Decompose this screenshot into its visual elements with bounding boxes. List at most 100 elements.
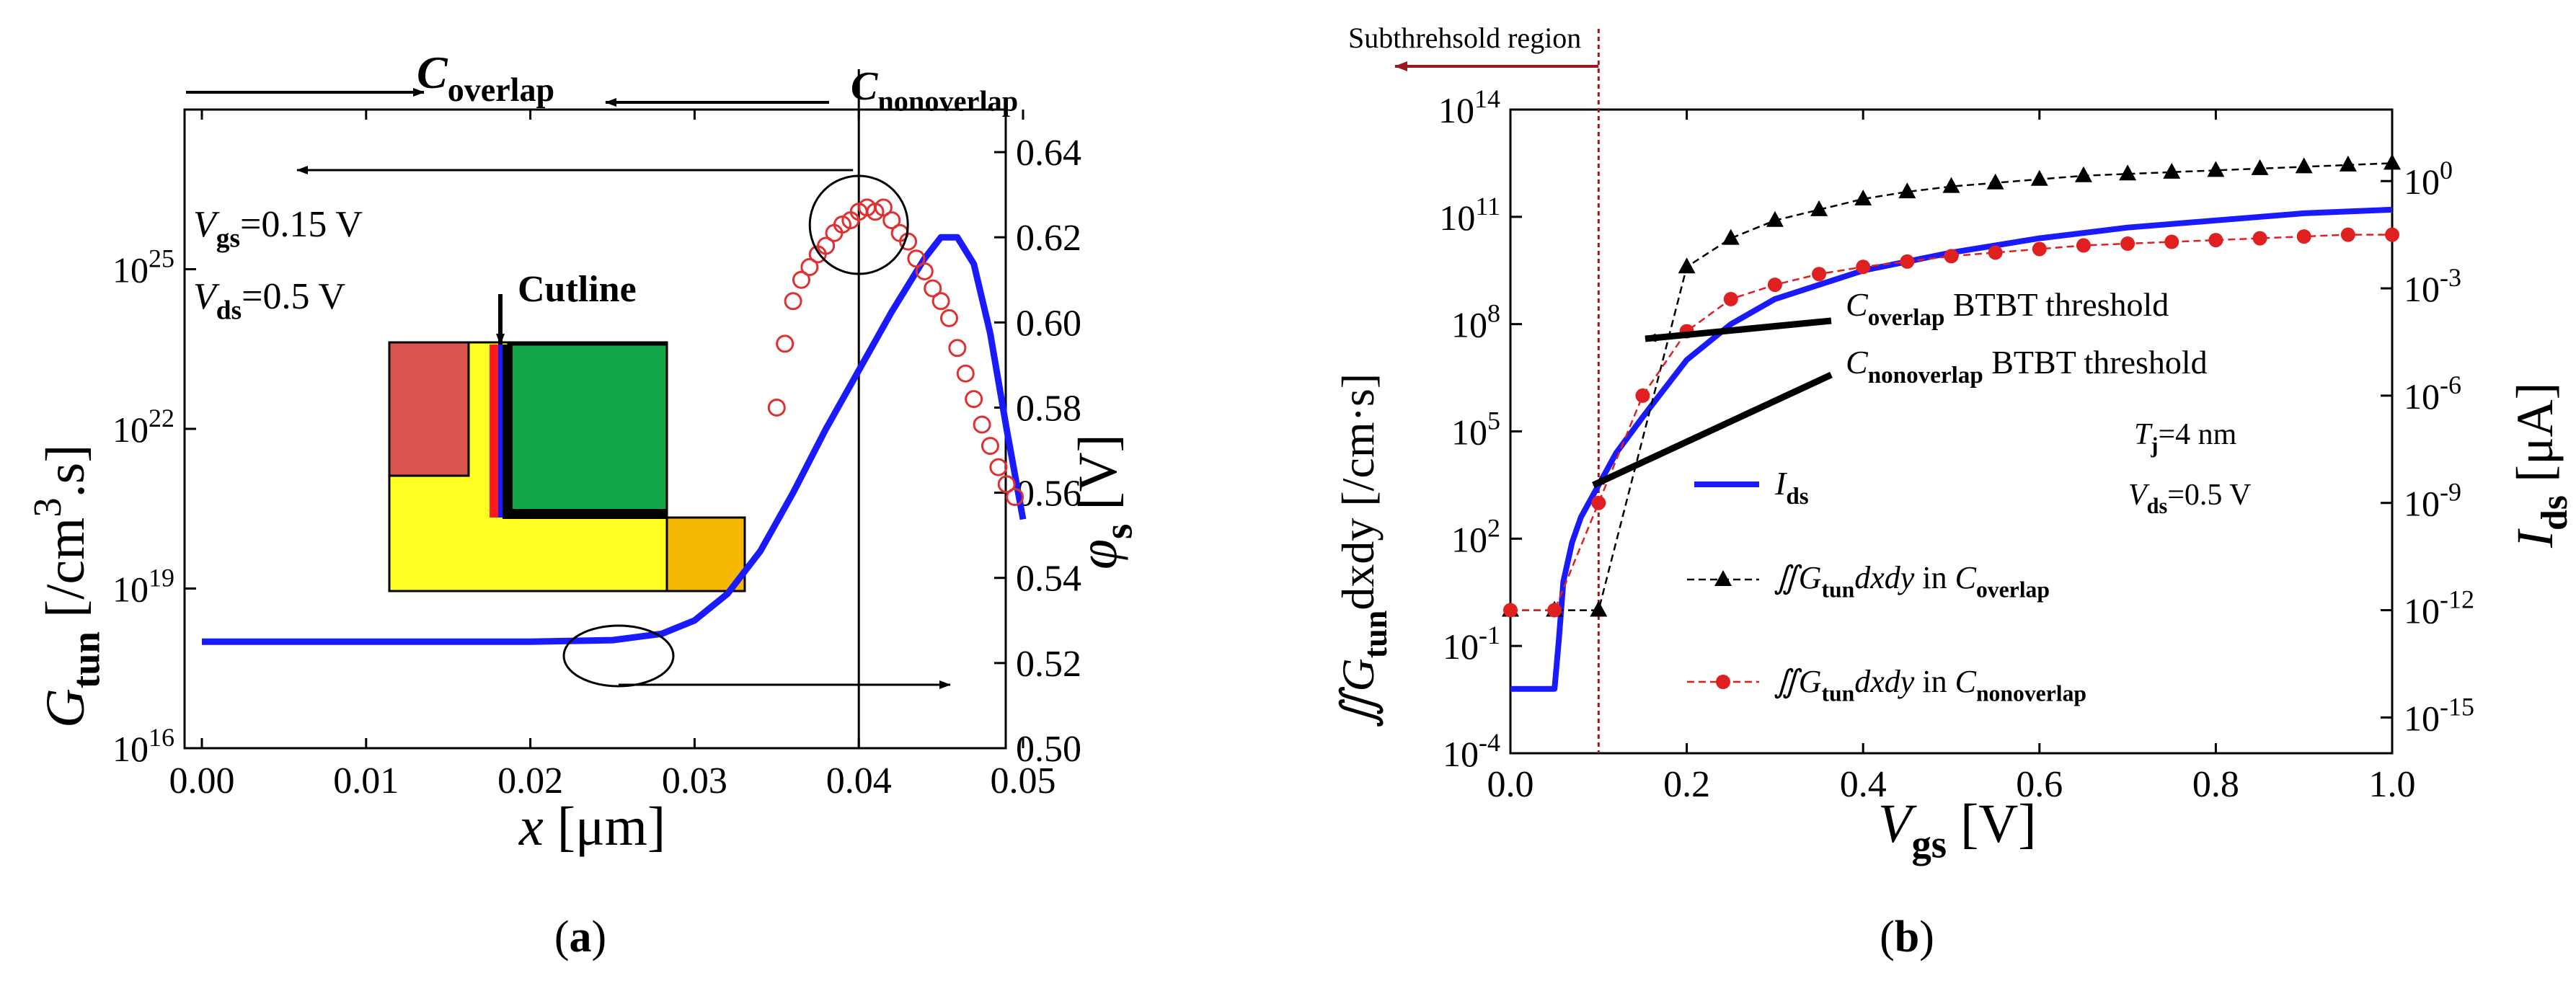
phi-marker [882, 211, 901, 230]
overlap-label: Coverlap [417, 47, 554, 108]
y-tick-label: 1022 [112, 404, 174, 450]
phi-marker [792, 270, 810, 289]
phi-marker [907, 249, 926, 268]
nonoverlap-marker [1900, 254, 1915, 269]
nonoverlap-marker [1723, 291, 1738, 306]
panel-b-frame [1509, 108, 2394, 755]
phi-marker [776, 334, 795, 353]
overlap-marker [2074, 166, 2092, 182]
overlap-marker [1722, 228, 1740, 245]
nonoverlap-marker [2252, 231, 2267, 246]
phi-marker [874, 198, 893, 217]
y-tick-label: 108 [1451, 299, 1500, 345]
overlap-threshold-label: Coverlap BTBT threshold [1846, 286, 2169, 331]
inset-orange-region [665, 516, 746, 592]
nonoverlap-marker [2385, 227, 2399, 242]
y-tick-label: 1011 [1439, 192, 1500, 238]
y-tick-label: 105 [1451, 407, 1500, 453]
gtun-ellipse [562, 624, 675, 688]
overlap-marker [2251, 159, 2269, 175]
legend-overlap-marker [1714, 570, 1732, 586]
caption-b: (b) [1880, 913, 1934, 962]
x-tick-label: 0.4 [1840, 764, 1887, 805]
phi-ellipse [808, 174, 909, 275]
panel-a: 0.00 0.01 0.02 0.03 0.04 0.05 1016 1019 1022 1025… [25, 47, 1140, 857]
phi-marker [948, 339, 967, 358]
y2-tick-label: 0.54 [1016, 559, 1081, 600]
overlap-marker [2030, 169, 2048, 186]
vds-annotation-b: Vds=0.5 V [2128, 479, 2252, 518]
x-tick-label: 0.2 [1663, 764, 1710, 805]
inset-black-oxide [503, 345, 513, 518]
nonoverlap-marker [1944, 249, 1959, 264]
phi-marker [939, 308, 958, 327]
y-axis-label: Gtun [/cm3.s] [25, 444, 107, 728]
nonoverlap-marker [1635, 388, 1650, 403]
ids-curve [1510, 206, 2393, 692]
x-axis-label: Vgs [V] [1878, 794, 2037, 866]
overlap-marker [1854, 190, 1872, 206]
nonoverlap-marker [1988, 245, 2003, 260]
phi-marker [784, 292, 802, 311]
y2-tick-label: 10-12 [2404, 585, 2474, 631]
x-tick-label: 0.00 [169, 760, 235, 802]
nonoverlap-marker [2032, 241, 2047, 257]
phi-marker [997, 475, 1016, 494]
overlap-marker [1898, 182, 1916, 199]
panel-b-axes: 0.0 0.2 0.4 0.6 0.8 1.0 10-4 10-1 102 105 108 1011 1… [1438, 84, 2474, 805]
phi-marker [956, 364, 975, 383]
overlap-marker [2339, 155, 2357, 172]
nonoverlap-threshold-arrow [1592, 371, 1833, 489]
nonoverlap-curve [1510, 234, 2392, 611]
cutline-label: Cutline [518, 269, 637, 310]
x-tick-label: 0.04 [826, 760, 892, 802]
y2-tick-label: 0.50 [1016, 729, 1081, 770]
overlap-marker [1766, 210, 1784, 227]
y2-tick-label: 10-15 [2404, 692, 2474, 738]
y-tick-label: 1025 [112, 244, 174, 290]
nonoverlap-marker [2340, 227, 2355, 242]
nonoverlap-threshold-label: Cnonoverlap BTBT threshold [1846, 344, 2208, 389]
x-tick-label: 0.02 [497, 760, 563, 802]
y-tick-label: 10-4 [1443, 728, 1500, 774]
y-tick-label: 1014 [1438, 84, 1500, 130]
x-tick-label: 0.03 [662, 760, 727, 802]
overlap-marker [2384, 154, 2401, 170]
overlap-marker [1678, 257, 1696, 274]
y2-tick-label: 0.52 [1016, 644, 1081, 685]
panel-b: 0.0 0.2 0.4 0.6 0.8 1.0 10-4 10-1 102 105 108 1011 1… [1332, 22, 2575, 866]
nonoverlap-marker [1767, 278, 1782, 293]
y-axis-label: ∬Gtundxdy [/cm·s] [1332, 373, 1394, 728]
nonoverlap-marker [2164, 234, 2179, 249]
vgs-annotation: Vgs=0.15 V [193, 204, 363, 254]
y2-tick-label: 10-9 [2404, 478, 2461, 524]
overlap-curve [1510, 162, 2393, 611]
nonoverlap-marker [2076, 238, 2091, 253]
x-axis-label: x [μm] [518, 796, 665, 857]
device-inset [388, 294, 746, 592]
inset-blue-strip [498, 345, 503, 518]
y2-axis-label: φs [V] [1068, 434, 1140, 569]
x-tick-label: 0.01 [333, 760, 399, 802]
phi-marker [973, 415, 991, 434]
panel-a-plot [202, 69, 1027, 748]
phi-marker [817, 236, 836, 255]
legend-overlap-label: ∬Gtundxdy in Coverlap [1774, 560, 2050, 602]
phi-marker [924, 279, 942, 298]
x-tick-label: 0.6 [2016, 764, 2063, 805]
nonoverlap-marker [1812, 267, 1827, 282]
overlap-threshold-arrow [1645, 317, 1832, 342]
panel-a-text: Coverlap Cnonoverlap Vgs=0.15 V Vds=0.5 V Cu… [25, 47, 1140, 857]
overlap-marker [1986, 173, 2004, 190]
phi-marker [1006, 488, 1024, 507]
nonoverlap-label: Cnonoverlap [851, 64, 1018, 117]
y-tick-label: 10-1 [1443, 621, 1500, 667]
overlap-marker [2163, 162, 2181, 179]
y2-tick-label: 0.58 [1016, 388, 1081, 429]
phi-marker [931, 292, 950, 311]
inset-red-strip [490, 345, 498, 518]
legend-nonoverlap-marker [1716, 675, 1730, 689]
nonoverlap-marker [2208, 233, 2223, 248]
overlap-marker [1590, 600, 1608, 617]
